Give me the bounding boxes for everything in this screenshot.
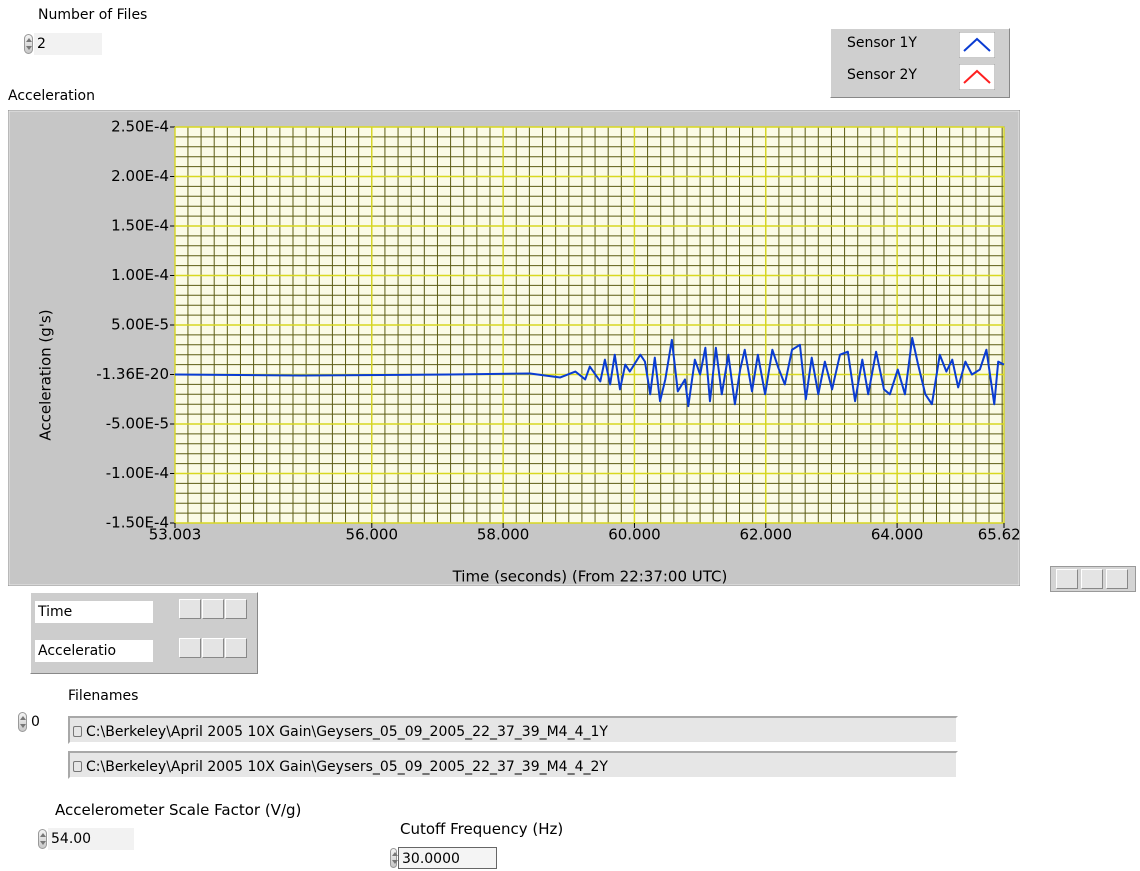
y-tick-label: 2.50E-4	[111, 118, 169, 136]
control-label: Accelerometer Scale Factor (V/g)	[55, 801, 302, 819]
numeric-control[interactable]: 2	[34, 33, 102, 55]
y-tick-label: -1.36E-20	[96, 365, 169, 383]
y-tick-label: 2.00E-4	[111, 167, 169, 185]
path-control[interactable]: C:\Berkeley\April 2005 10X Gain\Geysers_…	[68, 751, 958, 779]
scale-lock[interactable]	[179, 638, 201, 658]
autoscale-x[interactable]	[202, 599, 224, 619]
y-tick-label: 1.00E-4	[111, 266, 169, 284]
array-label: Filenames	[68, 688, 139, 704]
x-tick-label: 58.000	[477, 526, 530, 544]
array-index[interactable]: 0	[28, 711, 60, 733]
y-tick-label: -1.00E-4	[106, 464, 169, 482]
y-axis-label: Acceleration (g's)	[37, 309, 55, 440]
path-icon	[73, 761, 82, 772]
graph-palette	[1050, 566, 1136, 592]
pan-tool[interactable]	[1106, 569, 1128, 589]
scale-name: Time	[35, 601, 153, 623]
graph-label: Acceleration	[8, 88, 95, 104]
scale-name: Acceleratio	[35, 640, 153, 662]
x-axis-label: Time (seconds) (From 22:37:00 UTC)	[452, 568, 728, 586]
legend-icon[interactable]	[959, 64, 995, 90]
zoom-tool[interactable]	[1081, 569, 1103, 589]
x-tick-label: 53.003	[149, 526, 202, 544]
autoscale-y[interactable]	[202, 638, 224, 658]
scale-legend: Time Acceleratio	[30, 592, 258, 674]
path-text: C:\Berkeley\April 2005 10X Gain\Geysers_…	[86, 724, 608, 740]
data-line	[174, 336, 1005, 408]
graph-bevel	[8, 110, 1020, 586]
legend-icon[interactable]	[959, 32, 995, 58]
path-text: C:\Berkeley\April 2005 10X Gain\Geysers_…	[86, 759, 608, 775]
y-tick-label: -5.00E-5	[106, 415, 169, 433]
increment-decrement[interactable]	[390, 848, 398, 868]
control-label: Number of Files	[38, 7, 148, 23]
y-tick-label: 1.50E-4	[111, 217, 169, 235]
cursor-tool[interactable]	[1056, 569, 1078, 589]
increment-decrement[interactable]	[24, 34, 33, 54]
control-label: Cutoff Frequency (Hz)	[400, 820, 564, 838]
scale-lock[interactable]	[179, 599, 201, 619]
y-tick-label: -1.50E-4	[106, 514, 169, 532]
legend-label: Sensor 2Y	[847, 67, 917, 83]
numeric-control[interactable]: 54.00	[48, 828, 134, 850]
x-tick-label: 64.000	[871, 526, 924, 544]
format-x[interactable]	[225, 599, 247, 619]
plot-legend: Sensor 1Y Sensor 2Y	[830, 28, 1010, 98]
waveform-graph: Time (seconds) (From 22:37:00 UTC) Accel…	[8, 110, 1020, 586]
numeric-control[interactable]: 30.0000	[398, 847, 497, 869]
legend-label: Sensor 1Y	[847, 35, 917, 51]
increment-decrement[interactable]	[38, 829, 47, 849]
array-index-spinner[interactable]	[18, 712, 27, 732]
x-tick-label: 60.000	[608, 526, 661, 544]
x-tick-label: 56.000	[346, 526, 399, 544]
x-tick-label: 65.628	[978, 526, 1020, 544]
path-icon	[73, 726, 82, 737]
y-tick-label: 5.00E-5	[111, 316, 169, 334]
format-y[interactable]	[225, 638, 247, 658]
path-control[interactable]: C:\Berkeley\April 2005 10X Gain\Geysers_…	[68, 716, 958, 744]
x-tick-label: 62.000	[740, 526, 793, 544]
